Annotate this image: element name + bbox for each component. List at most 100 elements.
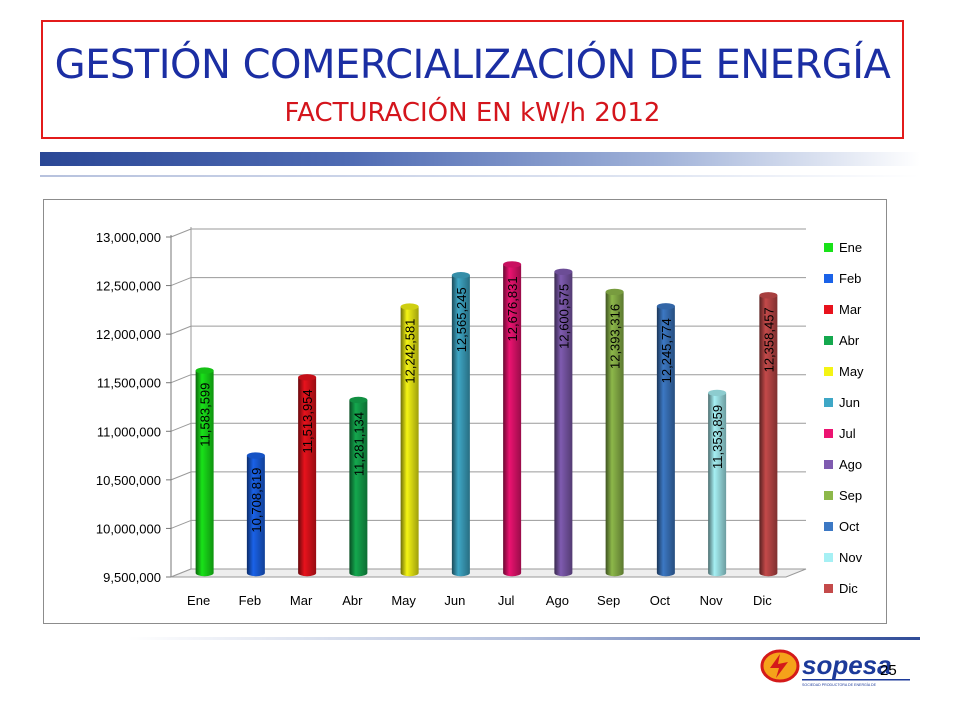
bar-body [605, 291, 624, 577]
data-label: 11,513,954 [300, 389, 315, 453]
slide-subtitle: FACTURACIÓN EN kW/h 2012 [284, 98, 661, 128]
data-label: 11,353,859 [710, 405, 725, 469]
bar-cap [400, 303, 419, 310]
bar-cap [246, 452, 265, 459]
data-label: 12,600,575 [556, 284, 571, 349]
legend-label: Feb [839, 271, 861, 286]
legend-swatch [824, 429, 833, 438]
y-tick-label: 10,500,000 [96, 473, 161, 488]
header-thin-rule [40, 175, 920, 177]
legend-label: Ene [839, 240, 862, 255]
bar-feb [246, 452, 265, 577]
y-tick-label: 12,000,000 [96, 327, 161, 342]
legend-swatch [824, 336, 833, 345]
data-label: 12,676,831 [505, 276, 520, 341]
legend-swatch [824, 460, 833, 469]
bar-jun [451, 272, 470, 577]
svg-text:SOCIEDAD PRODUCTORA DE ENERGÍA: SOCIEDAD PRODUCTORA DE ENERGÍA DE [802, 683, 877, 687]
bar-nov [708, 389, 727, 577]
data-label: 12,242,581 [403, 319, 418, 384]
legend-swatch [824, 398, 833, 407]
bar-cap [503, 261, 522, 268]
x-tick-label: Feb [239, 593, 261, 608]
slide-title: GESTIÓN COMERCIALIZACIÓN DE ENERGÍA [54, 42, 891, 88]
bar-cap [759, 292, 778, 299]
y-tick-label: 11,500,000 [97, 376, 161, 391]
bar-body [451, 275, 470, 577]
x-tick-label: Mar [290, 593, 313, 608]
y-tick-label: 10,000,000 [96, 521, 161, 536]
bar-body [656, 306, 675, 577]
bar-abr [349, 396, 368, 577]
legend-swatch [824, 305, 833, 314]
legend-swatch [824, 491, 833, 500]
legend-swatch [824, 367, 833, 376]
bar-cap [349, 396, 368, 404]
bar-ago [554, 268, 573, 577]
x-tick-label: Nov [700, 593, 724, 608]
legend-label: Dic [839, 581, 858, 596]
chart-floor [170, 568, 807, 578]
x-tick-label: Dic [753, 593, 772, 608]
x-tick-label: Oct [650, 593, 671, 608]
bar-jul [503, 261, 522, 577]
bar-body [246, 455, 265, 577]
x-tick-label: Sep [597, 593, 620, 608]
y-tick-label: 9,500,000 [103, 570, 161, 585]
data-label: 12,393,316 [608, 304, 623, 369]
bar-cap [708, 389, 727, 397]
legend-label: Sep [839, 488, 862, 503]
bar-cap [554, 268, 573, 276]
bar-cap [656, 303, 675, 310]
bar-sep [605, 288, 624, 577]
legend-label: Jul [839, 426, 856, 441]
data-label: 12,245,774 [659, 318, 674, 383]
y-tick-label: 11,000,000 [97, 424, 161, 439]
bar-body [400, 306, 419, 577]
y-tick-label: 12,500,000 [96, 279, 161, 294]
bar-chart: 9,500,000 10,000,000 10,500,000 11,000,000 1… [96, 227, 864, 608]
bar-cap [605, 288, 624, 296]
svg-text:sopesa: sopesa [802, 650, 892, 680]
legend-swatch [824, 584, 833, 593]
bar-body [298, 377, 317, 577]
gridline-depth [170, 277, 192, 287]
data-label: 11,583,599 [198, 383, 213, 447]
legend-swatch [824, 243, 833, 252]
chart-frame: 9,500,000 10,000,000 10,500,000 11,000,000 1… [43, 199, 887, 624]
bar-dic [759, 292, 778, 577]
bar-body [759, 295, 778, 577]
y-tick-label: 13,000,000 [96, 230, 161, 245]
legend-swatch [824, 522, 833, 531]
legend-label: Jun [839, 395, 860, 410]
legend-label: May [839, 364, 864, 379]
bar-ene [195, 367, 214, 577]
legend-label: Nov [839, 550, 863, 565]
bar-cap [298, 374, 317, 381]
x-tick-label: Ene [187, 593, 210, 608]
header-rule [40, 152, 920, 166]
legend-label: Mar [839, 302, 862, 317]
gridline-depth [170, 519, 192, 529]
gridline-depth [170, 325, 192, 335]
page-number: 25 [880, 662, 897, 679]
data-label: 12,358,457 [761, 307, 776, 372]
x-tick-label: May [391, 593, 416, 608]
bar-mar [298, 374, 317, 577]
bar-cap [195, 367, 214, 374]
data-label: 10,708,819 [249, 468, 264, 533]
x-tick-label: Abr [342, 593, 363, 608]
bar-body [503, 264, 522, 577]
gridline-depth [170, 471, 192, 481]
legend-label: Oct [839, 519, 860, 534]
legend-label: Abr [839, 333, 860, 348]
gridline-depth [170, 374, 192, 384]
data-label: 12,565,245 [454, 287, 469, 352]
title-box: GESTIÓN COMERCIALIZACIÓN DE ENERGÍA FACT… [41, 20, 904, 139]
gridline-depth [170, 422, 192, 432]
bar-body [708, 392, 727, 577]
bar-body [349, 399, 368, 577]
legend-label: Ago [839, 457, 862, 472]
sopesa-logo: sopesa SOCIEDAD PRODUCTORA DE ENERGÍA DE [758, 646, 920, 690]
bar-may [400, 303, 419, 577]
